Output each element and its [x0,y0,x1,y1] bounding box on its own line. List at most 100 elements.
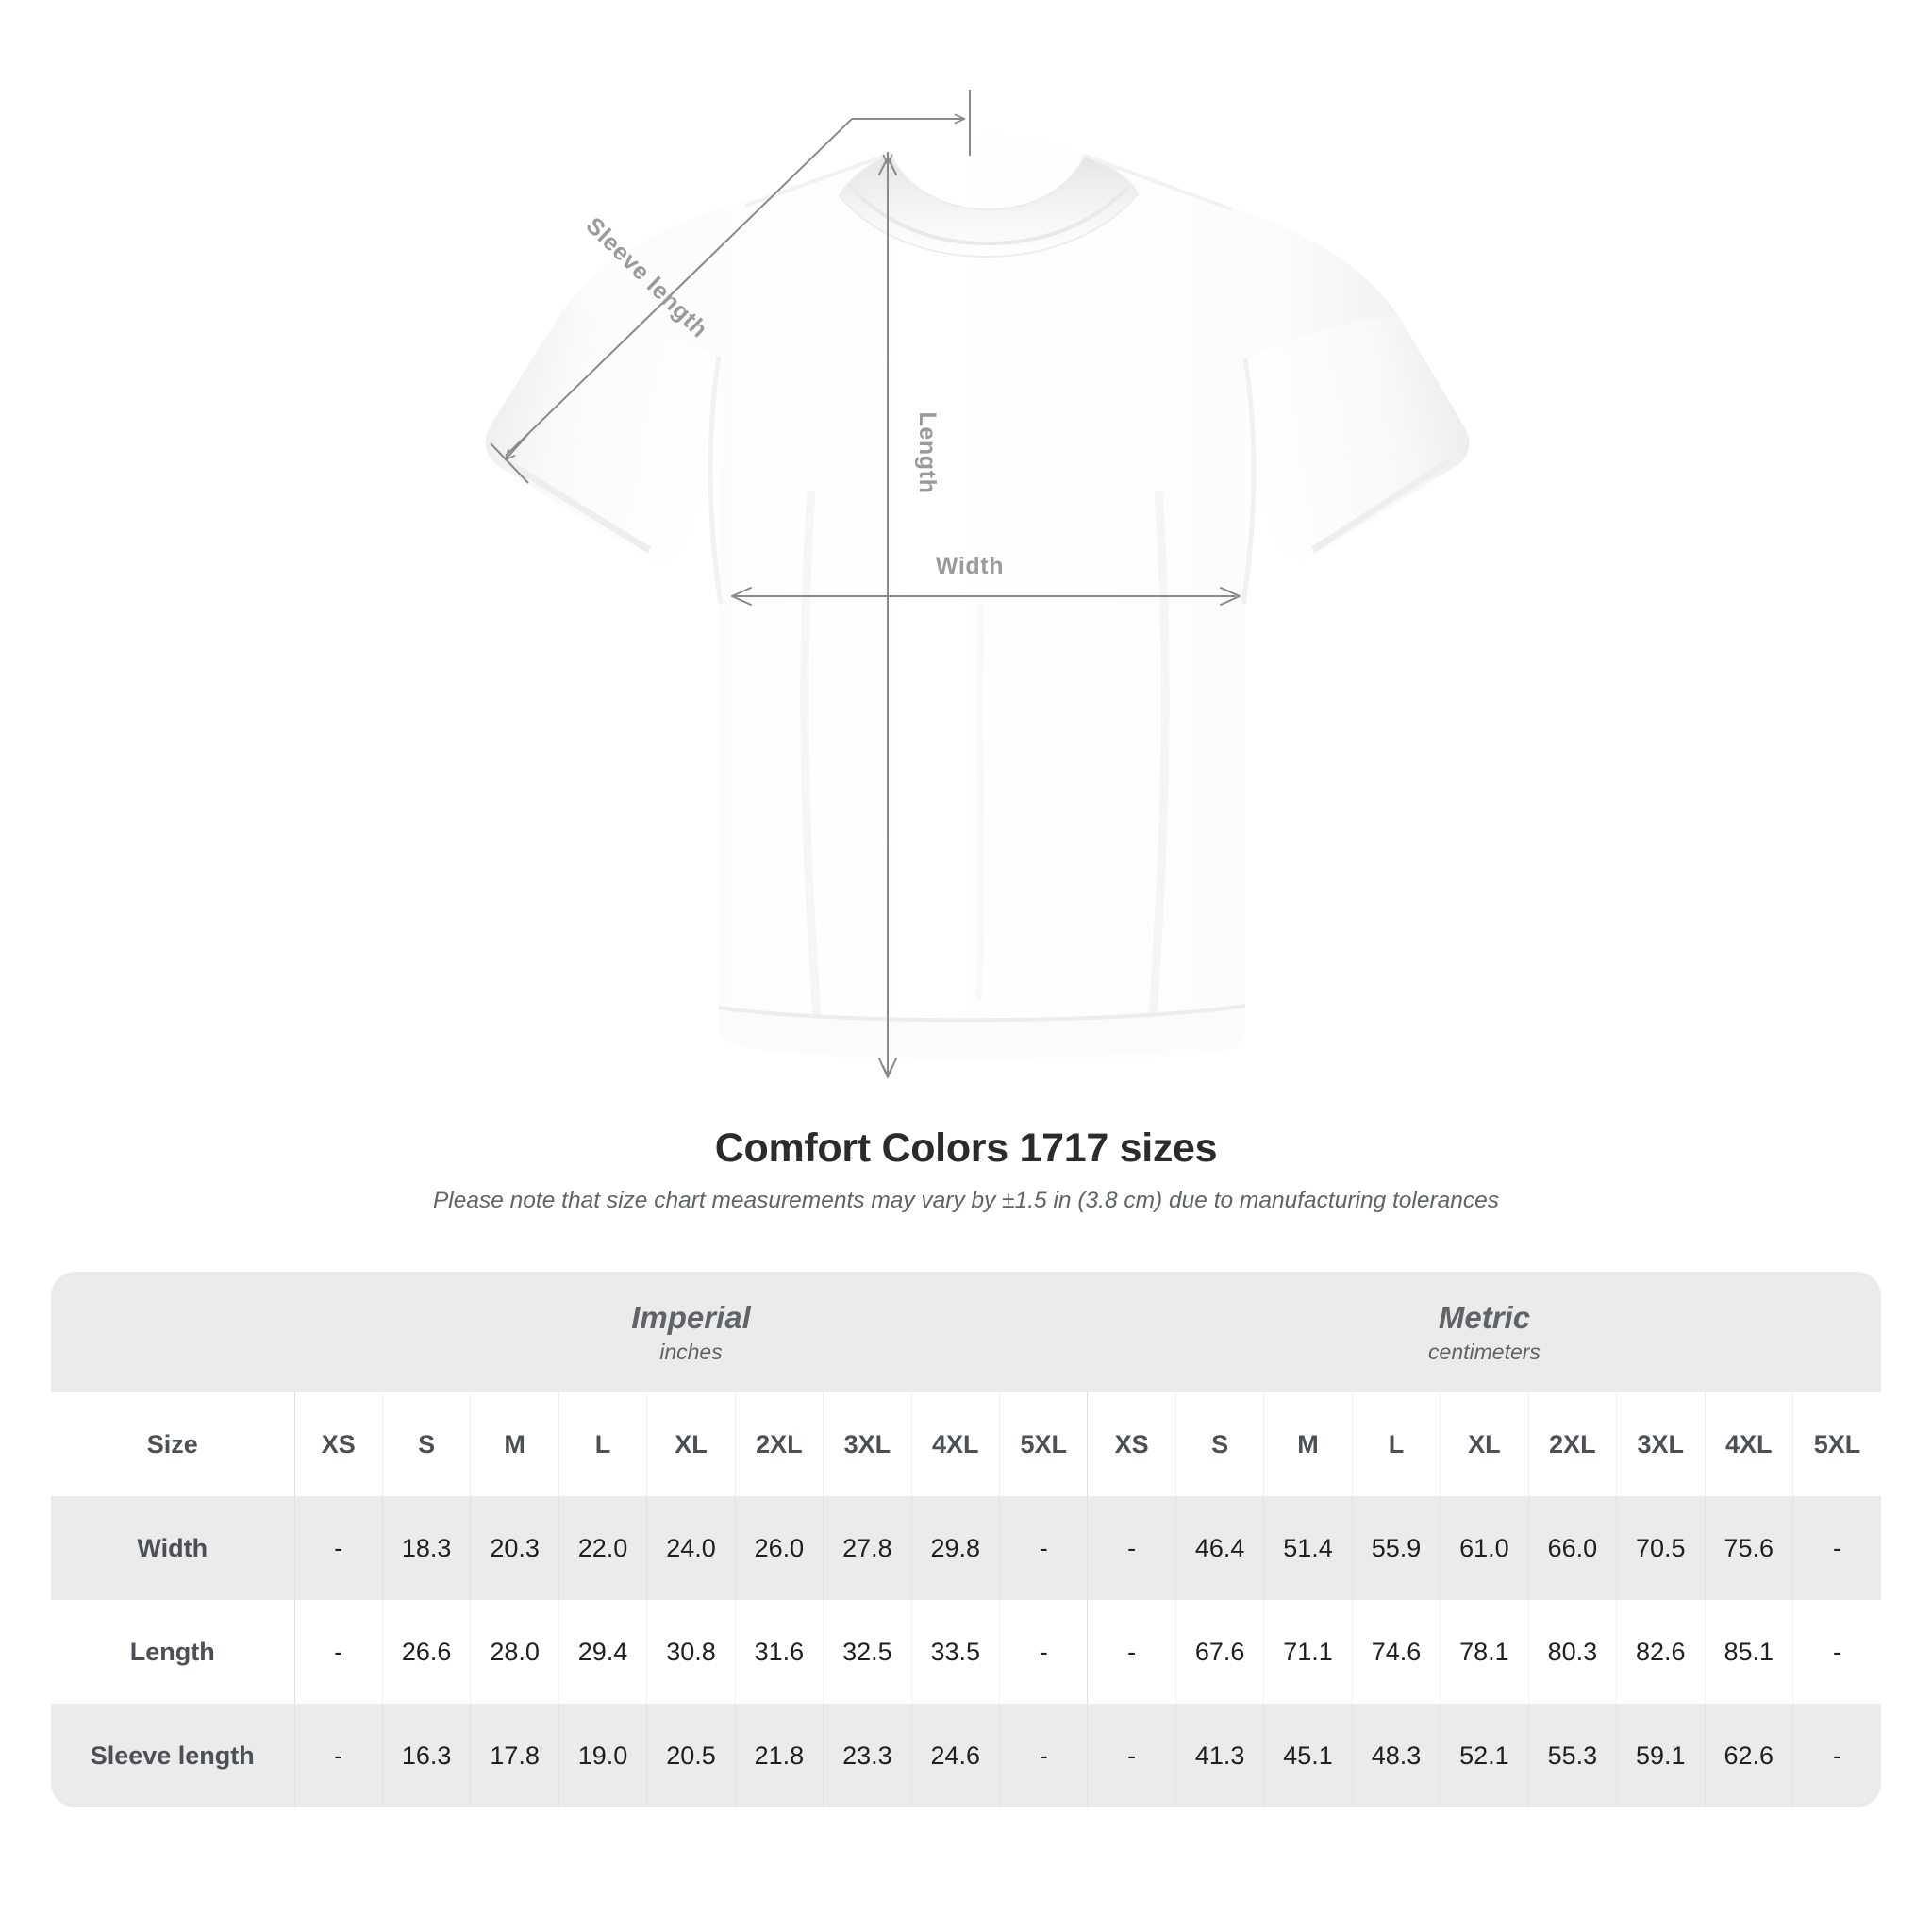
table-cell: 22.0 [558,1496,648,1600]
column-header-imperial-3xl: 3XL [823,1392,912,1496]
column-header-metric-l: L [1352,1392,1441,1496]
unit-group-imperial: Imperial inches [294,1272,1088,1392]
table-cell: - [999,1704,1089,1807]
table-cell: 24.0 [646,1496,736,1600]
column-header-metric-4xl: 4XL [1705,1392,1793,1496]
table-cell: 30.8 [646,1600,736,1704]
table-cell: 51.4 [1263,1496,1353,1600]
unit-sub-imperial: inches [659,1339,723,1364]
table-cell: 20.5 [646,1704,736,1807]
length-dimension: Length [878,152,941,1078]
table-cell: - [1792,1600,1881,1704]
table-cell: 66.0 [1528,1496,1618,1600]
table-cell: 29.4 [558,1600,648,1704]
unit-band-spacer [51,1272,294,1392]
table-cell: 45.1 [1263,1704,1353,1807]
table-cell: 59.1 [1616,1704,1706,1807]
table-row: Width -18.3 20.3 22.0 24.0 26.0 27.8 29.8- -46.4… [51,1496,1881,1600]
width-dimension: Width [731,553,1241,606]
table-cell: - [999,1496,1089,1600]
chart-header: Comfort Colors 1717 sizes Please note th… [0,1128,1932,1213]
table-cell: - [1087,1496,1176,1600]
table-cell: 41.3 [1175,1704,1265,1807]
table-cell: 67.6 [1175,1600,1265,1704]
table-cell: 23.3 [823,1704,912,1807]
table-cell: 71.1 [1263,1600,1353,1704]
table-cell: 48.3 [1352,1704,1441,1807]
table-cell: - [1087,1704,1176,1807]
page-title: Comfort Colors 1717 sizes [714,1125,1218,1171]
table-cell: 78.1 [1440,1600,1529,1704]
table-cell: 82.6 [1616,1600,1706,1704]
row-label-sleeve-length: Sleeve length [51,1704,295,1807]
table-cell: 70.5 [1616,1496,1706,1600]
table-cell: 55.3 [1528,1704,1618,1807]
table-cell: 75.6 [1705,1496,1793,1600]
table-cell: - [1792,1704,1881,1807]
table-cell: - [999,1600,1089,1704]
table-cell: 16.3 [382,1704,472,1807]
table-cell: - [1792,1496,1881,1600]
column-header-metric-s: S [1175,1392,1265,1496]
table-cell: 17.8 [470,1704,559,1807]
table-cell: 62.6 [1705,1704,1793,1807]
unit-sub-metric: centimeters [1428,1339,1541,1364]
table-cell: 74.6 [1352,1600,1441,1704]
table-row: Length -26.6 28.0 29.4 30.8 31.6 32.5 33.5- -67.… [51,1600,1881,1704]
table-cell: 80.3 [1528,1600,1618,1704]
table-cell: 26.6 [382,1600,472,1704]
table-cell: 55.9 [1352,1496,1441,1600]
column-header-metric-2xl: 2XL [1528,1392,1618,1496]
unit-band-row: Imperial inches Metric centimeters [51,1272,1881,1392]
table-cell: 28.0 [470,1600,559,1704]
row-label-width: Width [51,1496,295,1600]
table-cell: 32.5 [823,1600,912,1704]
size-header-row: Size XS S M L XL 2XL 3XL 4XL 5XL XS S M L XL 2XL 3XL 4XL 5… [51,1392,1881,1496]
table-cell: 85.1 [1705,1600,1793,1704]
table-cell: 33.5 [911,1600,1001,1704]
table-cell: 31.6 [735,1600,824,1704]
table-cell: 61.0 [1440,1496,1529,1600]
column-header-imperial-4xl: 4XL [911,1392,1001,1496]
column-header-imperial-m: M [470,1392,559,1496]
column-header-imperial-s: S [382,1392,472,1496]
tolerance-note: Please note that size chart measurements… [432,1188,1500,1213]
size-chart-body: Width -18.3 20.3 22.0 24.0 26.0 27.8 29.8- -46.4… [51,1496,1881,1807]
column-header-imperial-xl: XL [646,1392,736,1496]
length-label: Length [914,412,941,494]
table-cell: - [294,1600,383,1704]
table-cell: 18.3 [382,1496,472,1600]
table-cell: 24.6 [911,1704,1001,1807]
table-cell: 46.4 [1175,1496,1265,1600]
table-row: Sleeve length -16.3 17.8 19.0 20.5 21.8 23.3 24… [51,1704,1881,1807]
unit-name-metric: Metric [1438,1299,1531,1335]
table-cell: 20.3 [470,1496,559,1600]
column-header-size: Size [51,1392,295,1496]
column-header-imperial-5xl: 5XL [999,1392,1089,1496]
table-cell: 26.0 [735,1496,824,1600]
table-cell: - [1087,1600,1176,1704]
column-header-metric-3xl: 3XL [1616,1392,1706,1496]
table-cell: 29.8 [911,1496,1001,1600]
tshirt-illustration: Sleeve length Length Width [485,90,1470,1078]
table-cell: 27.8 [823,1496,912,1600]
table-cell: - [294,1496,383,1600]
table-cell: 52.1 [1440,1704,1529,1807]
tshirt-garment [485,134,1470,1063]
unit-name-imperial: Imperial [631,1299,751,1335]
column-header-metric-m: M [1263,1392,1353,1496]
column-header-metric-xl: XL [1440,1392,1529,1496]
row-label-length: Length [51,1600,295,1704]
unit-group-metric: Metric centimeters [1087,1272,1881,1392]
column-header-metric-xs: XS [1087,1392,1176,1496]
width-label: Width [936,553,1004,579]
column-header-imperial-l: L [558,1392,648,1496]
column-header-imperial-2xl: 2XL [735,1392,824,1496]
table-cell: - [294,1704,383,1807]
table-cell: 19.0 [558,1704,648,1807]
column-header-metric-5xl: 5XL [1792,1392,1881,1496]
size-chart-card: Imperial inches Metric centimeters Size X… [51,1272,1881,1807]
table-cell: 21.8 [735,1704,824,1807]
size-chart-table: Imperial inches Metric centimeters Size X… [51,1272,1881,1807]
column-header-imperial-xs: XS [294,1392,383,1496]
